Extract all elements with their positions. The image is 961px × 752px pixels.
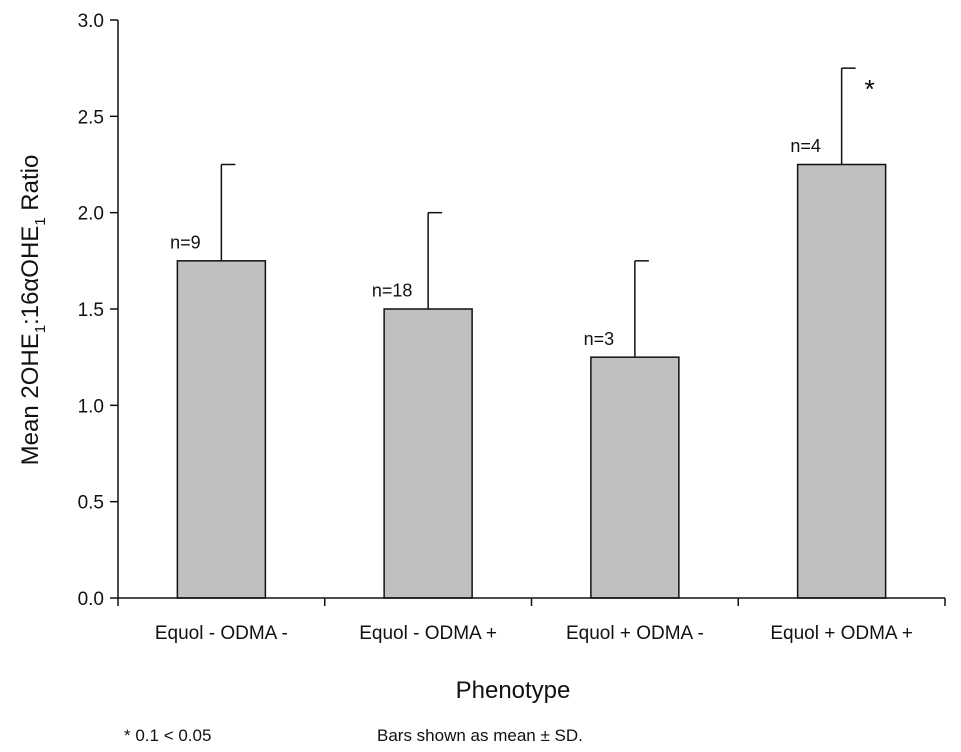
y-tick-label: 2.5	[78, 107, 104, 128]
sample-size-label: n=4	[790, 136, 821, 156]
bar-chart: n=9 Equol - ODMA - n=18 Equol - ODMA + n=3 Eq…	[17, 11, 946, 704]
sample-size-label: n=9	[170, 233, 201, 253]
y-tick-label: 0.5	[78, 493, 104, 514]
plot-area: n=9 Equol - ODMA - n=18 Equol - ODMA + n=3 Eq…	[78, 11, 946, 644]
significance-footnote: * 0.1 < 0.05	[124, 726, 212, 745]
bar	[383, 308, 473, 599]
y-tick-label: 3.0	[78, 11, 104, 32]
category-label: Equol + ODMA +	[770, 623, 913, 644]
category-label: Equol + ODMA -	[566, 623, 704, 644]
category-label: Equol - ODMA +	[359, 623, 497, 644]
y-tick-label: 1.0	[78, 396, 104, 417]
bars-footnote: Bars shown as mean ± SD.	[377, 726, 583, 745]
sample-size-label: n=18	[372, 281, 413, 301]
bar	[796, 163, 887, 599]
sample-size-label: n=3	[584, 329, 615, 349]
y-tick-label: 1.5	[78, 300, 104, 321]
bar	[590, 356, 680, 599]
y-tick-label: 0.0	[78, 589, 104, 610]
significance-mark: *	[865, 74, 875, 104]
category-label: Equol - ODMA -	[155, 623, 288, 644]
bar	[176, 260, 267, 599]
x-axis-title: Phenotype	[456, 677, 571, 704]
y-axis-title: Mean 2OHE1:16αOHE1 Ratio	[17, 155, 49, 466]
y-tick-label: 2.0	[78, 204, 104, 225]
